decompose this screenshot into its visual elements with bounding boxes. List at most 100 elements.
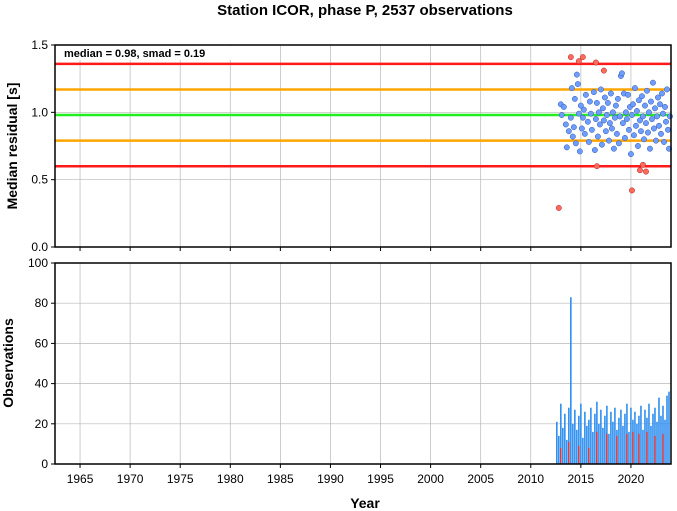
residual-point: [602, 128, 609, 135]
y-tick-label: 60: [35, 336, 49, 350]
outlier-observation-bar: [578, 445, 580, 464]
residual-point: [654, 113, 660, 120]
observation-bar: [598, 423, 600, 464]
residual-point: [633, 108, 640, 114]
residual-point: [650, 79, 656, 86]
outlier-point: [579, 54, 586, 61]
median-smad-annotation: median = 0.98, smad = 0.19: [64, 48, 205, 60]
year-x-ticks: 1965 1970 1975 1980 1985 1990 1995 2000 2005 2010…: [67, 464, 645, 486]
residual-point: [636, 117, 643, 124]
outlier-point: [593, 163, 600, 170]
residual-point: [648, 98, 654, 105]
y-tick-label: 100: [28, 256, 48, 270]
residual-x-tickmarks: [79, 247, 632, 251]
residual-point: [604, 99, 611, 106]
residual-point: [646, 109, 652, 116]
observation-bar: [610, 411, 612, 464]
outlier-point: [592, 59, 599, 66]
observation-bar: [628, 431, 630, 464]
residual-point: [590, 89, 597, 96]
observation-bar: [562, 427, 564, 464]
residual-point: [597, 86, 604, 93]
outlier-observation-bar: [654, 435, 656, 464]
residual-point: [632, 122, 639, 129]
observation-bar: [642, 429, 644, 464]
x-tick-label: 1970: [117, 472, 144, 486]
residual-point: [614, 95, 621, 102]
observation-bar: [634, 411, 636, 464]
residual-point: [578, 125, 585, 132]
residual-point: [658, 130, 664, 137]
residual-point: [594, 133, 601, 140]
residual-point: [611, 114, 618, 121]
residual-point: [641, 136, 647, 143]
observation-bar: [666, 395, 668, 464]
observation-bar: [660, 415, 662, 464]
outlier-point: [636, 167, 643, 174]
observation-bar: [578, 415, 580, 464]
outlier-observation-bar: [638, 433, 640, 464]
observation-bar: [620, 409, 622, 464]
residual-point: [560, 103, 567, 110]
observations-panel: 0 20 40 60 80 100 1965 1970 1975 1980 1985 1990 199…: [0, 256, 672, 511]
residual-point: [638, 128, 644, 135]
residual-point: [652, 105, 658, 112]
residual-point: [663, 118, 669, 125]
observation-bar: [558, 435, 560, 464]
outlier-observation-bar: [662, 433, 664, 464]
residual-point: [642, 102, 648, 109]
residual-point: [565, 128, 572, 135]
observation-bar: [640, 405, 642, 464]
observation-bar: [564, 413, 566, 464]
observation-bar: [594, 413, 596, 464]
residual-point: [667, 113, 673, 120]
residual-point: [558, 112, 565, 118]
residual-point: [645, 129, 651, 136]
y-tick-label: 0.5: [31, 173, 48, 187]
observation-bar: [630, 407, 632, 464]
residual-point: [585, 139, 592, 145]
residual-point: [621, 134, 628, 141]
residual-point: [651, 125, 657, 132]
residual-point: [615, 140, 622, 147]
observation-bar: [586, 425, 588, 464]
residual-point: [592, 116, 599, 123]
outlier-observation-bar: [596, 431, 598, 464]
residual-point: [618, 70, 625, 77]
residual-point: [586, 98, 593, 105]
observation-bar: [576, 429, 578, 464]
observation-bar: [570, 297, 572, 464]
residual-point: [574, 81, 581, 88]
residual-point: [640, 113, 646, 120]
outlier-observation-bar: [588, 447, 590, 464]
residual-point: [599, 105, 606, 112]
residual-point: [630, 132, 637, 139]
residual-point: [606, 120, 613, 127]
observations-y-axis-label: Observations: [0, 318, 16, 408]
residual-point: [653, 137, 659, 144]
y-tick-label: 40: [35, 377, 49, 391]
residual-point: [562, 121, 569, 128]
residual-point: [628, 112, 635, 118]
outlier-point: [628, 187, 635, 194]
x-tick-label: 2020: [618, 472, 645, 486]
residual-point: [601, 94, 608, 101]
residual-point: [662, 103, 668, 110]
residual-point: [624, 91, 631, 98]
observation-bar: [580, 403, 582, 464]
residual-point: [575, 110, 582, 117]
outlier-point: [640, 161, 646, 168]
residual-point: [608, 125, 615, 132]
y-tick-label: 0.0: [31, 240, 48, 254]
residual-point: [570, 124, 577, 131]
residual-point: [580, 106, 587, 113]
observation-bars: [556, 297, 670, 464]
residual-panel-frame: [54, 44, 672, 248]
observation-bar: [592, 431, 594, 464]
observation-bar: [652, 413, 654, 464]
observations-y-ticks: 0 20 40 60 80 100: [28, 256, 55, 471]
outlier-point: [567, 54, 574, 61]
residual-point: [635, 97, 642, 104]
observation-bar: [588, 419, 590, 464]
residual-point: [655, 94, 661, 101]
